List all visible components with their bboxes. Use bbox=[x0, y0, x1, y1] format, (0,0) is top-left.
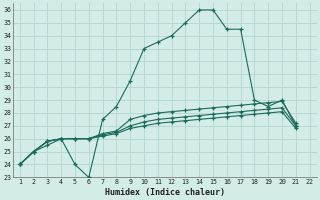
X-axis label: Humidex (Indice chaleur): Humidex (Indice chaleur) bbox=[105, 188, 225, 197]
